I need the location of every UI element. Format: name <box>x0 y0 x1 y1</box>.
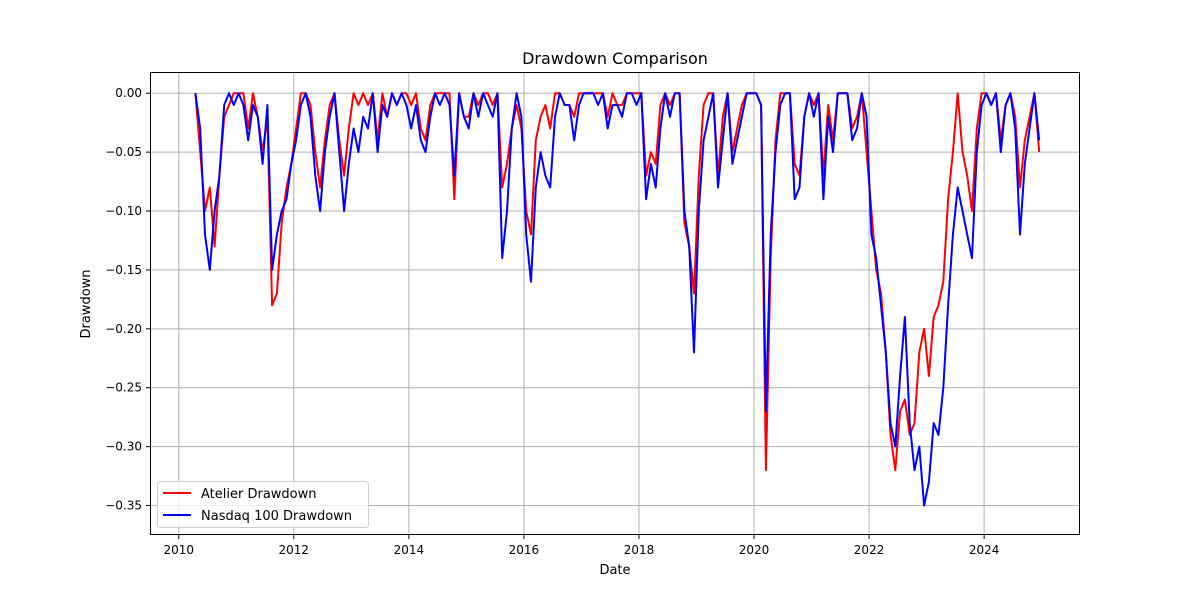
legend-label-nasdaq: Nasdaq 100 Drawdown <box>201 509 352 524</box>
grid <box>150 72 1080 535</box>
x-tick-label: 2020 <box>739 543 770 557</box>
y-tick-label: −0.30 <box>105 440 142 454</box>
x-tick-label: 2024 <box>969 543 1000 557</box>
y-axis-label: Drawdown <box>79 269 94 338</box>
y-tick-label: −0.35 <box>105 499 142 513</box>
y-tick-label: 0.00 <box>115 86 142 100</box>
y-tick-label: −0.15 <box>105 263 142 277</box>
chart-title: Drawdown Comparison <box>522 49 708 68</box>
y-tick-label: −0.20 <box>105 322 142 336</box>
legend: Atelier Drawdown Nasdaq 100 Drawdown <box>157 481 369 528</box>
y-tick-label: −0.05 <box>105 145 142 159</box>
x-axis-ticks: 2010 2012 2014 2016 2018 2020 2022 2024 <box>163 535 999 557</box>
x-tick-label: 2018 <box>624 543 655 557</box>
atelier-drawdown-line <box>194 92 1041 472</box>
series-lines <box>194 92 1041 507</box>
x-tick-label: 2012 <box>279 543 310 557</box>
x-tick-label: 2010 <box>163 543 194 557</box>
x-axis-label: Date <box>599 563 630 578</box>
plot-area-frame <box>150 72 1080 535</box>
legend-box <box>157 481 369 528</box>
y-tick-label: −0.25 <box>105 381 142 395</box>
nasdaq-100-drawdown-line <box>194 92 1041 507</box>
legend-label-atelier: Atelier Drawdown <box>201 487 317 502</box>
x-tick-label: 2014 <box>394 543 425 557</box>
x-tick-label: 2022 <box>854 543 885 557</box>
x-tick-label: 2016 <box>509 543 540 557</box>
y-axis-ticks: 0.00 −0.05 −0.10 −0.15 −0.20 −0.25 −0.30 −0.35 <box>105 86 150 513</box>
y-tick-label: −0.10 <box>105 204 142 218</box>
